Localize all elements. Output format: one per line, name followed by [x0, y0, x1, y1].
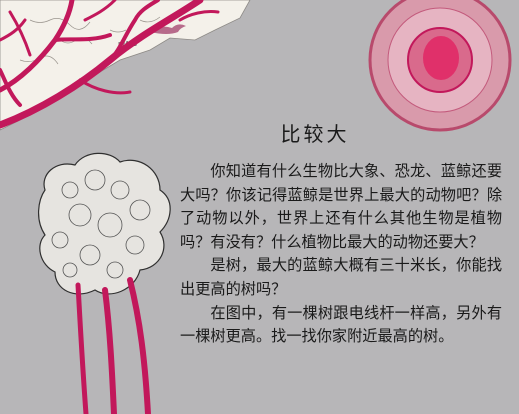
page-title: 比较大	[280, 122, 350, 146]
body-text: 你知道有什么生物比大象、恐龙、蓝鲸还要大吗？你该记得蓝鲸是世界上最大的动物吧？除…	[180, 160, 502, 349]
tree-branches	[0, 0, 220, 129]
tree-canopy	[38, 152, 171, 295]
bird-icon	[150, 24, 186, 34]
cell-illustration	[368, 0, 512, 132]
paragraph-1: 你知道有什么生物比大象、恐龙、蓝鲸还要大吗？你该记得蓝鲸是世界上最大的动物吧？除…	[180, 162, 502, 251]
paragraph-3: 在图中，有一棵树跟电线杆一样高，另外有一棵树更高。找一找你家附近最高的树。	[180, 303, 502, 346]
tree-trunks	[75, 277, 151, 414]
paragraph-2: 是树，最大的蓝鲸大概有三十米长，你能找出更高的树吗？	[180, 256, 502, 298]
